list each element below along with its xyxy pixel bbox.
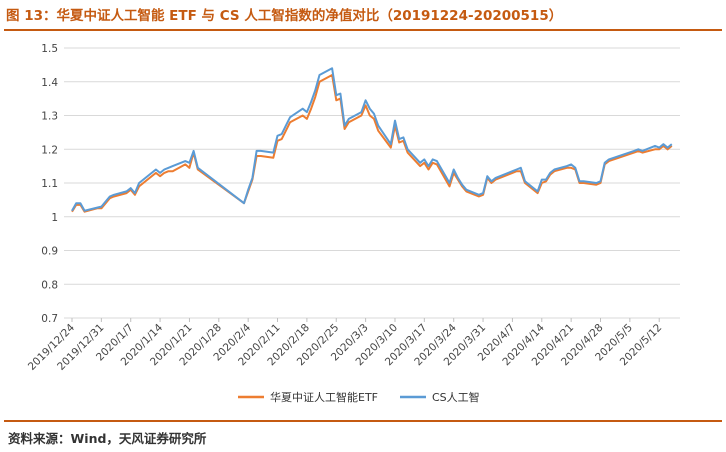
series-line-0 xyxy=(71,74,673,213)
series-lines xyxy=(71,67,673,213)
y-tick-label: 1.3 xyxy=(41,111,58,123)
y-tick-label: 0.9 xyxy=(41,246,58,258)
legend-label-1: CS人工智 xyxy=(432,390,480,404)
legend: 华夏中证人工智能ETF CS人工智 xyxy=(238,390,480,404)
figure-title: 图 13：华夏中证人工智能 ETF 与 CS 人工智指数的净值对比（201912… xyxy=(6,8,563,24)
y-tick-label: 1.2 xyxy=(41,144,58,156)
source-note: 资料来源：Wind，天风证券研究所 xyxy=(8,431,207,446)
y-tick-label: 1.5 xyxy=(41,43,58,55)
y-axis-ticks: 1.5 1.4 1.3 1.2 1.1 1 0.9 0.8 0.7 xyxy=(41,43,58,325)
bottom-rule xyxy=(4,420,722,422)
y-tick-label: 0.8 xyxy=(41,279,58,291)
series-line-1 xyxy=(71,67,673,212)
y-tick-label: 1.1 xyxy=(41,178,58,190)
y-tick-label: 1.4 xyxy=(41,77,58,89)
gridlines xyxy=(64,47,680,319)
top-rule xyxy=(4,29,722,31)
x-axis-ticks: 2019/12/242019/12/312020/1/72020/1/14202… xyxy=(26,318,664,373)
legend-label-0: 华夏中证人工智能ETF xyxy=(270,390,378,404)
y-tick-label: 1 xyxy=(51,212,58,224)
y-tick-label: 0.7 xyxy=(41,313,58,325)
